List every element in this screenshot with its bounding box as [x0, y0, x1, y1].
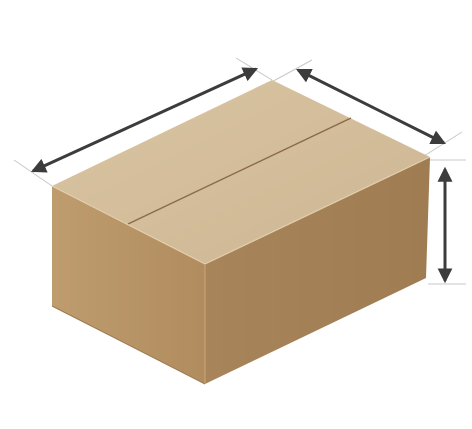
box-right-face	[205, 157, 430, 384]
cardboard-box	[51, 80, 431, 385]
extension-line-length-left	[13, 159, 53, 187]
extension-lines	[13, 57, 466, 285]
box-left-face	[52, 186, 205, 384]
length-dimension-arrow	[30, 67, 259, 173]
box-bottom-left-edge	[51, 305, 206, 385]
width-dimension-arrow	[295, 68, 447, 145]
extension-line-width-left	[267, 59, 313, 85]
dimension-arrows	[30, 67, 453, 284]
